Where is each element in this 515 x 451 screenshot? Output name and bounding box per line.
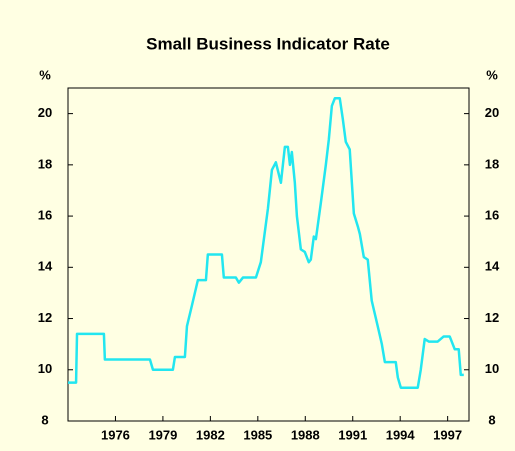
y-tick-label-right: 12 — [485, 310, 499, 325]
y-tick-label: 16 — [38, 208, 52, 223]
y-tick-label-right: 14 — [485, 259, 500, 274]
x-tick-label: 1979 — [148, 427, 177, 442]
y-tick-label-right: 16 — [485, 208, 499, 223]
line-series — [68, 96, 464, 389]
x-tick-label: 1994 — [386, 427, 416, 442]
x-tick-label: 1988 — [291, 427, 320, 442]
y-tick-label: 18 — [38, 156, 52, 171]
y-tick-label: 8 — [41, 412, 48, 427]
x-tick-label: 1976 — [101, 427, 130, 442]
x-tick-label: 1985 — [243, 427, 272, 442]
y-unit-right: % — [486, 67, 498, 82]
y-tick-label-right: 8 — [488, 412, 495, 427]
y-tick-label: 20 — [38, 105, 52, 120]
y-tick-label: 12 — [38, 310, 52, 325]
y-tick-label: 10 — [38, 361, 52, 376]
y-tick-label-right: 20 — [485, 105, 499, 120]
x-tick-label: 1991 — [338, 427, 367, 442]
chart-title: Small Business Indicator Rate — [146, 34, 390, 53]
x-tick-label: 1982 — [196, 427, 225, 442]
y-tick-label-right: 10 — [485, 361, 499, 376]
y-tick-label-right: 18 — [485, 156, 499, 171]
y-tick-label: 14 — [38, 259, 53, 274]
plot-frame — [67, 87, 470, 422]
y-unit-left: % — [39, 67, 51, 82]
x-tick-label: 1997 — [433, 427, 462, 442]
